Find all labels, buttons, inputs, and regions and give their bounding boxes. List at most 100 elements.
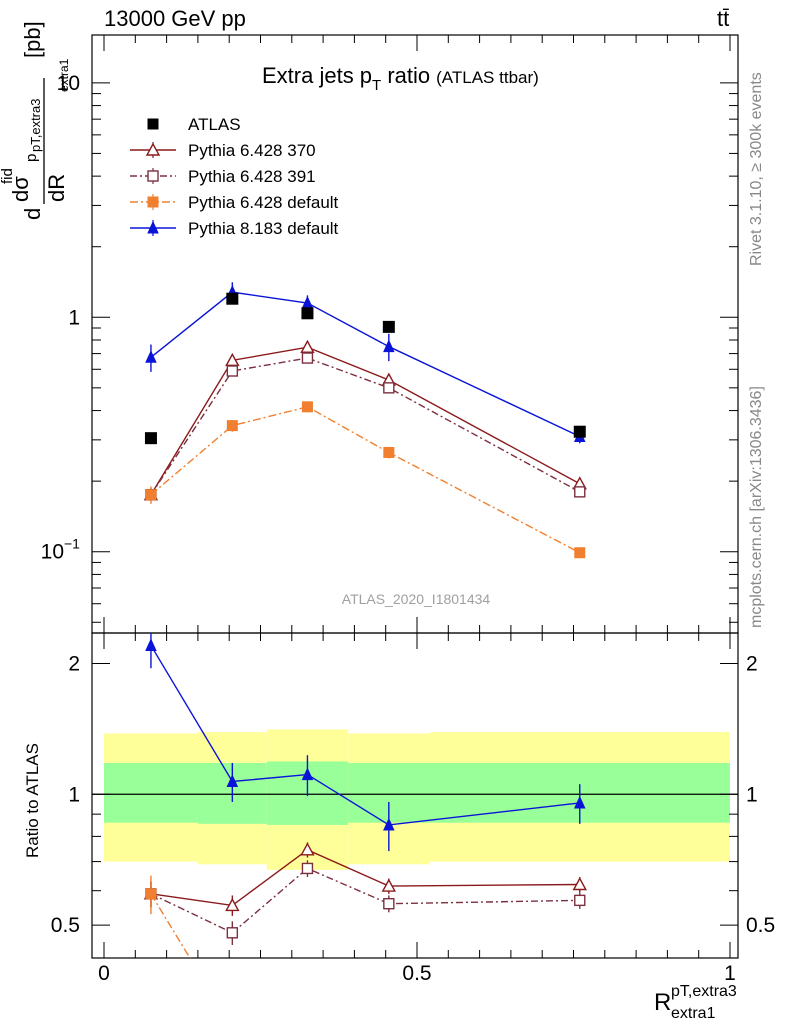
data-point bbox=[383, 382, 395, 394]
data-point bbox=[383, 446, 395, 458]
ratio-point bbox=[574, 894, 586, 907]
data-point bbox=[574, 547, 586, 559]
y-axis-label-top: d dσ fid p pT,extra3 dR extra1 [pb] bbox=[0, 21, 71, 220]
legend-entry-pythia-6-428-370: Pythia 6.428 370 bbox=[130, 141, 316, 160]
data-point bbox=[382, 320, 395, 333]
ratio-point bbox=[575, 1017, 585, 1024]
x-axis-label: R pT,extra3 extra1 bbox=[654, 983, 737, 1022]
x-tick-label: 0 bbox=[98, 962, 110, 985]
ratio-point bbox=[572, 877, 587, 891]
svg-text:dR: dR bbox=[44, 174, 69, 202]
ratio-line bbox=[150, 893, 191, 958]
svg-text:fid: fid bbox=[0, 168, 16, 184]
series-pythia-6-428-370 bbox=[143, 339, 587, 501]
legend: ATLAS Pythia 6.428 370 Pythia 6.428 391 Pyt… bbox=[130, 115, 339, 238]
svg-text:pT,extra3: pT,extra3 bbox=[28, 99, 43, 152]
svg-text:extra1: extra1 bbox=[671, 1005, 716, 1022]
data-point bbox=[226, 365, 239, 377]
ratio-pythia-6-428-370 bbox=[143, 842, 587, 916]
ratio-point bbox=[225, 897, 240, 912]
uncertainty-bands bbox=[92, 729, 738, 870]
data-point bbox=[226, 292, 239, 305]
ratio-point bbox=[383, 817, 395, 831]
y-top-tick-label: 1 bbox=[68, 306, 80, 329]
svg-text:extra1: extra1 bbox=[57, 58, 71, 92]
series-layer bbox=[143, 282, 587, 1024]
axis-ticks bbox=[92, 35, 738, 958]
series-line bbox=[150, 357, 581, 496]
ratio-point bbox=[145, 638, 157, 651]
data-point bbox=[300, 339, 315, 353]
svg-text:pT,extra3: pT,extra3 bbox=[671, 983, 737, 1000]
ratio-panel-frame bbox=[91, 632, 739, 959]
x-tick-label: 0.5 bbox=[402, 962, 431, 985]
series-pythia-6-428-default bbox=[145, 401, 586, 559]
svg-text:dσ: dσ bbox=[8, 176, 33, 202]
ratio-line bbox=[150, 867, 580, 934]
ratio-point bbox=[300, 842, 315, 856]
legend-label: ATLAS bbox=[188, 115, 241, 134]
legend-entry-pythia-8-183-default: Pythia 8.183 default bbox=[130, 219, 339, 238]
data-point bbox=[144, 432, 157, 445]
y-axis-label-bottom: Ratio to ATLAS bbox=[23, 743, 42, 858]
legend-marker bbox=[147, 118, 159, 130]
y-bottom-tick-label-right: 0.5 bbox=[746, 914, 775, 937]
band-inner bbox=[104, 763, 198, 823]
mcplots-label: mcplots.cern.ch [arXiv:1306.3436] bbox=[748, 386, 765, 628]
legend-label: Pythia 6.428 370 bbox=[188, 141, 316, 160]
series-line bbox=[150, 346, 581, 496]
ratio-point bbox=[302, 962, 312, 972]
y-top-tick-label: 10 bbox=[57, 72, 80, 95]
svg-text:[pb]: [pb] bbox=[20, 21, 45, 58]
chart-title: Extra jets pT ratio (ATLAS ttbar) bbox=[262, 63, 539, 94]
ratio-point bbox=[381, 878, 397, 892]
y-top-tick-label: 10 bbox=[41, 541, 64, 564]
ratio-point bbox=[383, 898, 395, 910]
svg-text:d: d bbox=[20, 208, 45, 220]
data-point bbox=[301, 401, 313, 413]
ratio-point bbox=[145, 888, 157, 900]
series-pythia-8-183-default bbox=[145, 282, 586, 444]
ratio-point bbox=[226, 927, 239, 939]
legend-marker bbox=[147, 170, 159, 182]
legend-marker bbox=[145, 142, 161, 156]
data-point bbox=[145, 489, 157, 501]
data-point bbox=[301, 307, 314, 320]
legend-marker bbox=[147, 196, 159, 208]
data-point bbox=[574, 486, 586, 498]
y-bottom-tick-label: 1 bbox=[68, 783, 80, 806]
legend-entry-atlas: ATLAS bbox=[147, 115, 241, 134]
data-point bbox=[383, 339, 395, 353]
ratio-point bbox=[301, 767, 314, 781]
legend-entry-pythia-6-428-default: Pythia 6.428 default bbox=[130, 193, 339, 212]
data-point bbox=[226, 420, 238, 432]
rivet-label: Rivet 3.1.10, ≥ 300k events bbox=[748, 72, 765, 266]
series-line bbox=[150, 291, 581, 438]
ratio-point bbox=[226, 774, 239, 787]
series-line bbox=[150, 406, 581, 554]
data-point bbox=[301, 352, 314, 364]
y-bottom-tick-label-right: 2 bbox=[746, 652, 758, 675]
y-bottom-tick-label-right: 1 bbox=[746, 783, 758, 806]
ratio-point bbox=[573, 795, 586, 809]
ratio-point bbox=[301, 862, 314, 875]
legend-label: Pythia 6.428 391 bbox=[188, 167, 316, 186]
data-point bbox=[573, 425, 586, 438]
y-bottom-tick-label: 0.5 bbox=[51, 914, 80, 937]
legend-marker bbox=[147, 220, 159, 234]
ratio-pythia-6-428-default bbox=[145, 875, 585, 1024]
svg-text:R: R bbox=[654, 989, 671, 1016]
process-label: tt̄ bbox=[717, 6, 730, 31]
energy-label: 13000 GeV pp bbox=[104, 6, 246, 31]
analysis-id: ATLAS_2020_I1801434 bbox=[342, 591, 491, 607]
legend-label: Pythia 6.428 default bbox=[188, 193, 339, 212]
series-atlas bbox=[144, 292, 586, 445]
data-point bbox=[145, 350, 157, 363]
svg-text:p: p bbox=[23, 154, 40, 162]
y-top-tick-exponent: −1 bbox=[64, 536, 80, 552]
legend-label: Pythia 8.183 default bbox=[188, 219, 339, 238]
x-tick-label: 1 bbox=[724, 962, 736, 985]
ratio-pythia-8-183-default bbox=[145, 633, 586, 852]
